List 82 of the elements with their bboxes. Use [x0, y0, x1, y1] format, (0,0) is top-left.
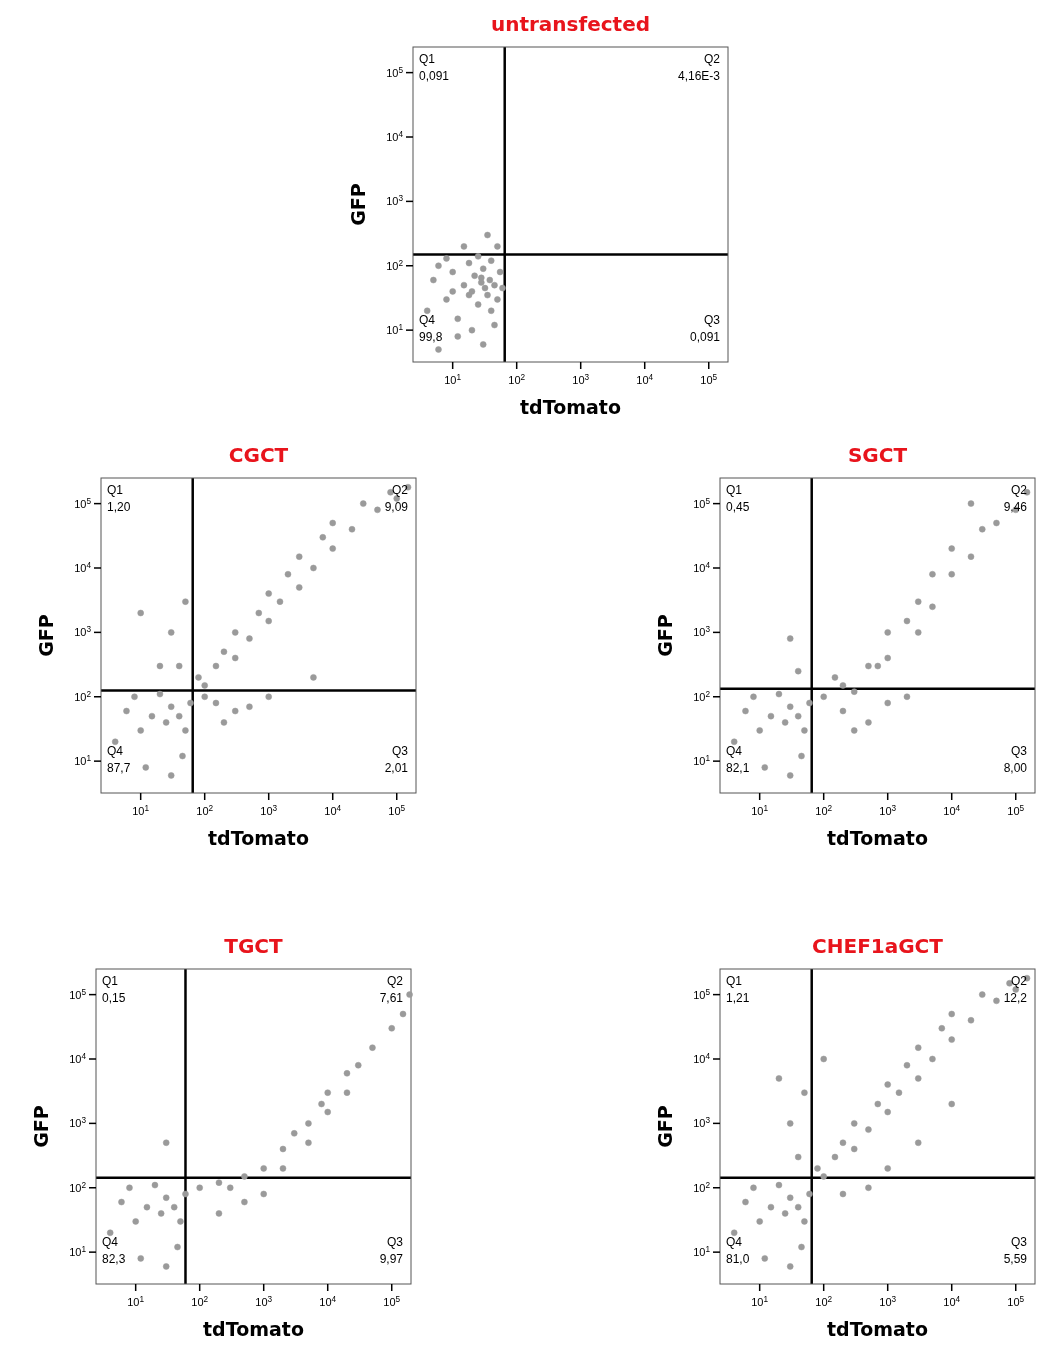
y-tick-label: 10$^{2}$ [693, 689, 711, 703]
x-tick-label: 10$^{5}$ [1007, 803, 1025, 817]
chart-title: CHEF1aGCT [812, 934, 944, 958]
annotation: Q4 99,8 [419, 313, 443, 344]
chart-title: untransfected [490, 12, 651, 36]
x-tick-label: 10$^{1}$ [751, 803, 769, 817]
annotation: Q3 9,97 [379, 1235, 404, 1266]
x-tick-label: 10$^{1}$ [751, 1294, 769, 1308]
annotation: Q2 9,46 [1003, 483, 1028, 514]
x-tick-label: 10$^{3}$ [260, 803, 278, 817]
x-tick-label: 10$^{3}$ [879, 1294, 897, 1308]
y-axis-title: GFP [30, 1105, 52, 1148]
x-tick-label: 10$^{2}$ [196, 803, 214, 817]
y-tick-label: 10$^{4}$ [69, 1051, 87, 1065]
annotation: Q2 7,61 [379, 974, 404, 1005]
annotation: Q3 5,59 [1003, 1235, 1028, 1266]
y-axis-title: GFP [654, 614, 676, 657]
annotation: Q1 1,20 [107, 483, 131, 514]
y-tick-label: 10$^{5}$ [693, 987, 711, 1001]
y-tick-label: 10$^{5}$ [693, 496, 711, 510]
x-tick-label: 10$^{4}$ [943, 1294, 961, 1308]
y-tick-label: 10$^{2}$ [69, 1180, 87, 1194]
y-tick-label: 10$^{2}$ [693, 1180, 711, 1194]
annotation: Q2 9,09 [384, 483, 409, 514]
y-tick-label: 10$^{1}$ [386, 322, 404, 337]
y-tick-label: 10$^{4}$ [693, 560, 711, 574]
annotation: Q3 2,01 [384, 744, 409, 775]
x-tick-label: 10$^{3}$ [879, 803, 897, 817]
y-tick-label: 10$^{2}$ [386, 258, 404, 272]
x-tick-label: 10$^{4}$ [636, 372, 654, 386]
x-tick-label: 10$^{1}$ [444, 372, 462, 386]
y-tick-label: 10$^{3}$ [386, 193, 404, 208]
chart-title: TGCT [224, 934, 284, 958]
annotation: Q2 12,2 [1003, 974, 1028, 1005]
y-axis-title: GFP [35, 614, 57, 657]
y-tick-label: 10$^{1}$ [69, 1244, 87, 1259]
x-tick-label: 10$^{4}$ [324, 803, 342, 817]
y-tick-label: 10$^{5}$ [69, 987, 87, 1001]
y-tick-label: 10$^{3}$ [693, 624, 711, 639]
x-tick-label: 10$^{2}$ [508, 372, 526, 386]
chart-title: SGCT [847, 443, 908, 467]
x-tick-label: 10$^{2}$ [815, 1294, 833, 1308]
y-tick-label: 10$^{3}$ [69, 1115, 87, 1130]
chart-title: CGCT [228, 443, 289, 467]
annotation: Q2 4,16E-3 [677, 52, 721, 83]
annotation: Q1 1,21 [726, 974, 750, 1005]
annotation: Q4 82,3 [102, 1235, 126, 1266]
y-tick-label: 10$^{1}$ [693, 753, 711, 768]
annotation: Q1 0,091 [419, 52, 450, 83]
annotation: Q1 0,15 [102, 974, 126, 1005]
y-tick-label: 10$^{4}$ [386, 129, 404, 143]
annotation: Q4 82,1 [726, 744, 750, 775]
y-tick-label: 10$^{3}$ [74, 624, 92, 639]
x-axis-title: tdTomato [827, 827, 928, 849]
x-axis-title: tdTomato [203, 1318, 304, 1340]
x-tick-label: 10$^{5}$ [1007, 1294, 1025, 1308]
y-tick-label: 10$^{5}$ [386, 65, 404, 79]
x-tick-label: 10$^{3}$ [255, 1294, 273, 1308]
y-axis-title: GFP [347, 183, 369, 226]
y-axis-title: GFP [654, 1105, 676, 1148]
annotation: Q3 8,00 [1003, 744, 1028, 775]
y-tick-label: 10$^{3}$ [693, 1115, 711, 1130]
x-tick-label: 10$^{2}$ [191, 1294, 209, 1308]
x-tick-label: 10$^{3}$ [572, 372, 590, 386]
y-tick-label: 10$^{4}$ [693, 1051, 711, 1065]
annotation: Q3 0,091 [689, 313, 721, 344]
x-axis-title: tdTomato [827, 1318, 928, 1340]
x-tick-label: 10$^{1}$ [127, 1294, 145, 1308]
annotation: Q4 81,0 [726, 1235, 750, 1266]
x-tick-label: 10$^{2}$ [815, 803, 833, 817]
annotation: Q4 87,7 [107, 744, 131, 775]
x-tick-label: 10$^{1}$ [132, 803, 150, 817]
x-axis-title: tdTomato [520, 396, 621, 418]
y-tick-label: 10$^{5}$ [74, 496, 92, 510]
annotation: Q1 0,45 [726, 483, 750, 514]
x-axis-title: tdTomato [208, 827, 309, 849]
y-tick-label: 10$^{1}$ [693, 1244, 711, 1259]
y-tick-label: 10$^{2}$ [74, 689, 92, 703]
y-tick-label: 10$^{4}$ [74, 560, 92, 574]
x-tick-label: 10$^{4}$ [943, 803, 961, 817]
x-tick-label: 10$^{4}$ [319, 1294, 337, 1308]
y-tick-label: 10$^{1}$ [74, 753, 92, 768]
